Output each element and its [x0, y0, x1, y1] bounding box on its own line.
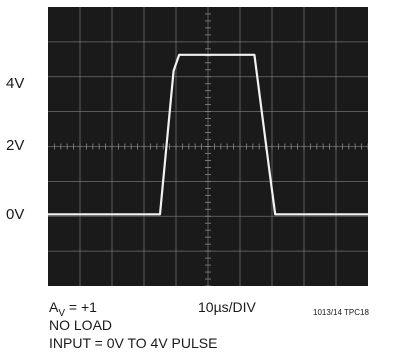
input-label: INPUT = 0V TO 4V PULSE — [49, 335, 218, 351]
y-tick-label-2v: 2V — [6, 137, 25, 154]
oscilloscope-screen — [48, 7, 369, 287]
timebase-label: 10µs/DIV — [198, 299, 256, 315]
y-tick-label-4v: 4V — [6, 75, 25, 92]
figure-id: 1013/14 TPC18 — [313, 308, 369, 317]
scope-plot — [48, 7, 369, 287]
load-label: NO LOAD — [49, 317, 113, 333]
gain-label: AV = +1 — [49, 299, 97, 319]
trace-line — [48, 53, 368, 216]
y-tick-label-0v: 0V — [6, 206, 25, 223]
